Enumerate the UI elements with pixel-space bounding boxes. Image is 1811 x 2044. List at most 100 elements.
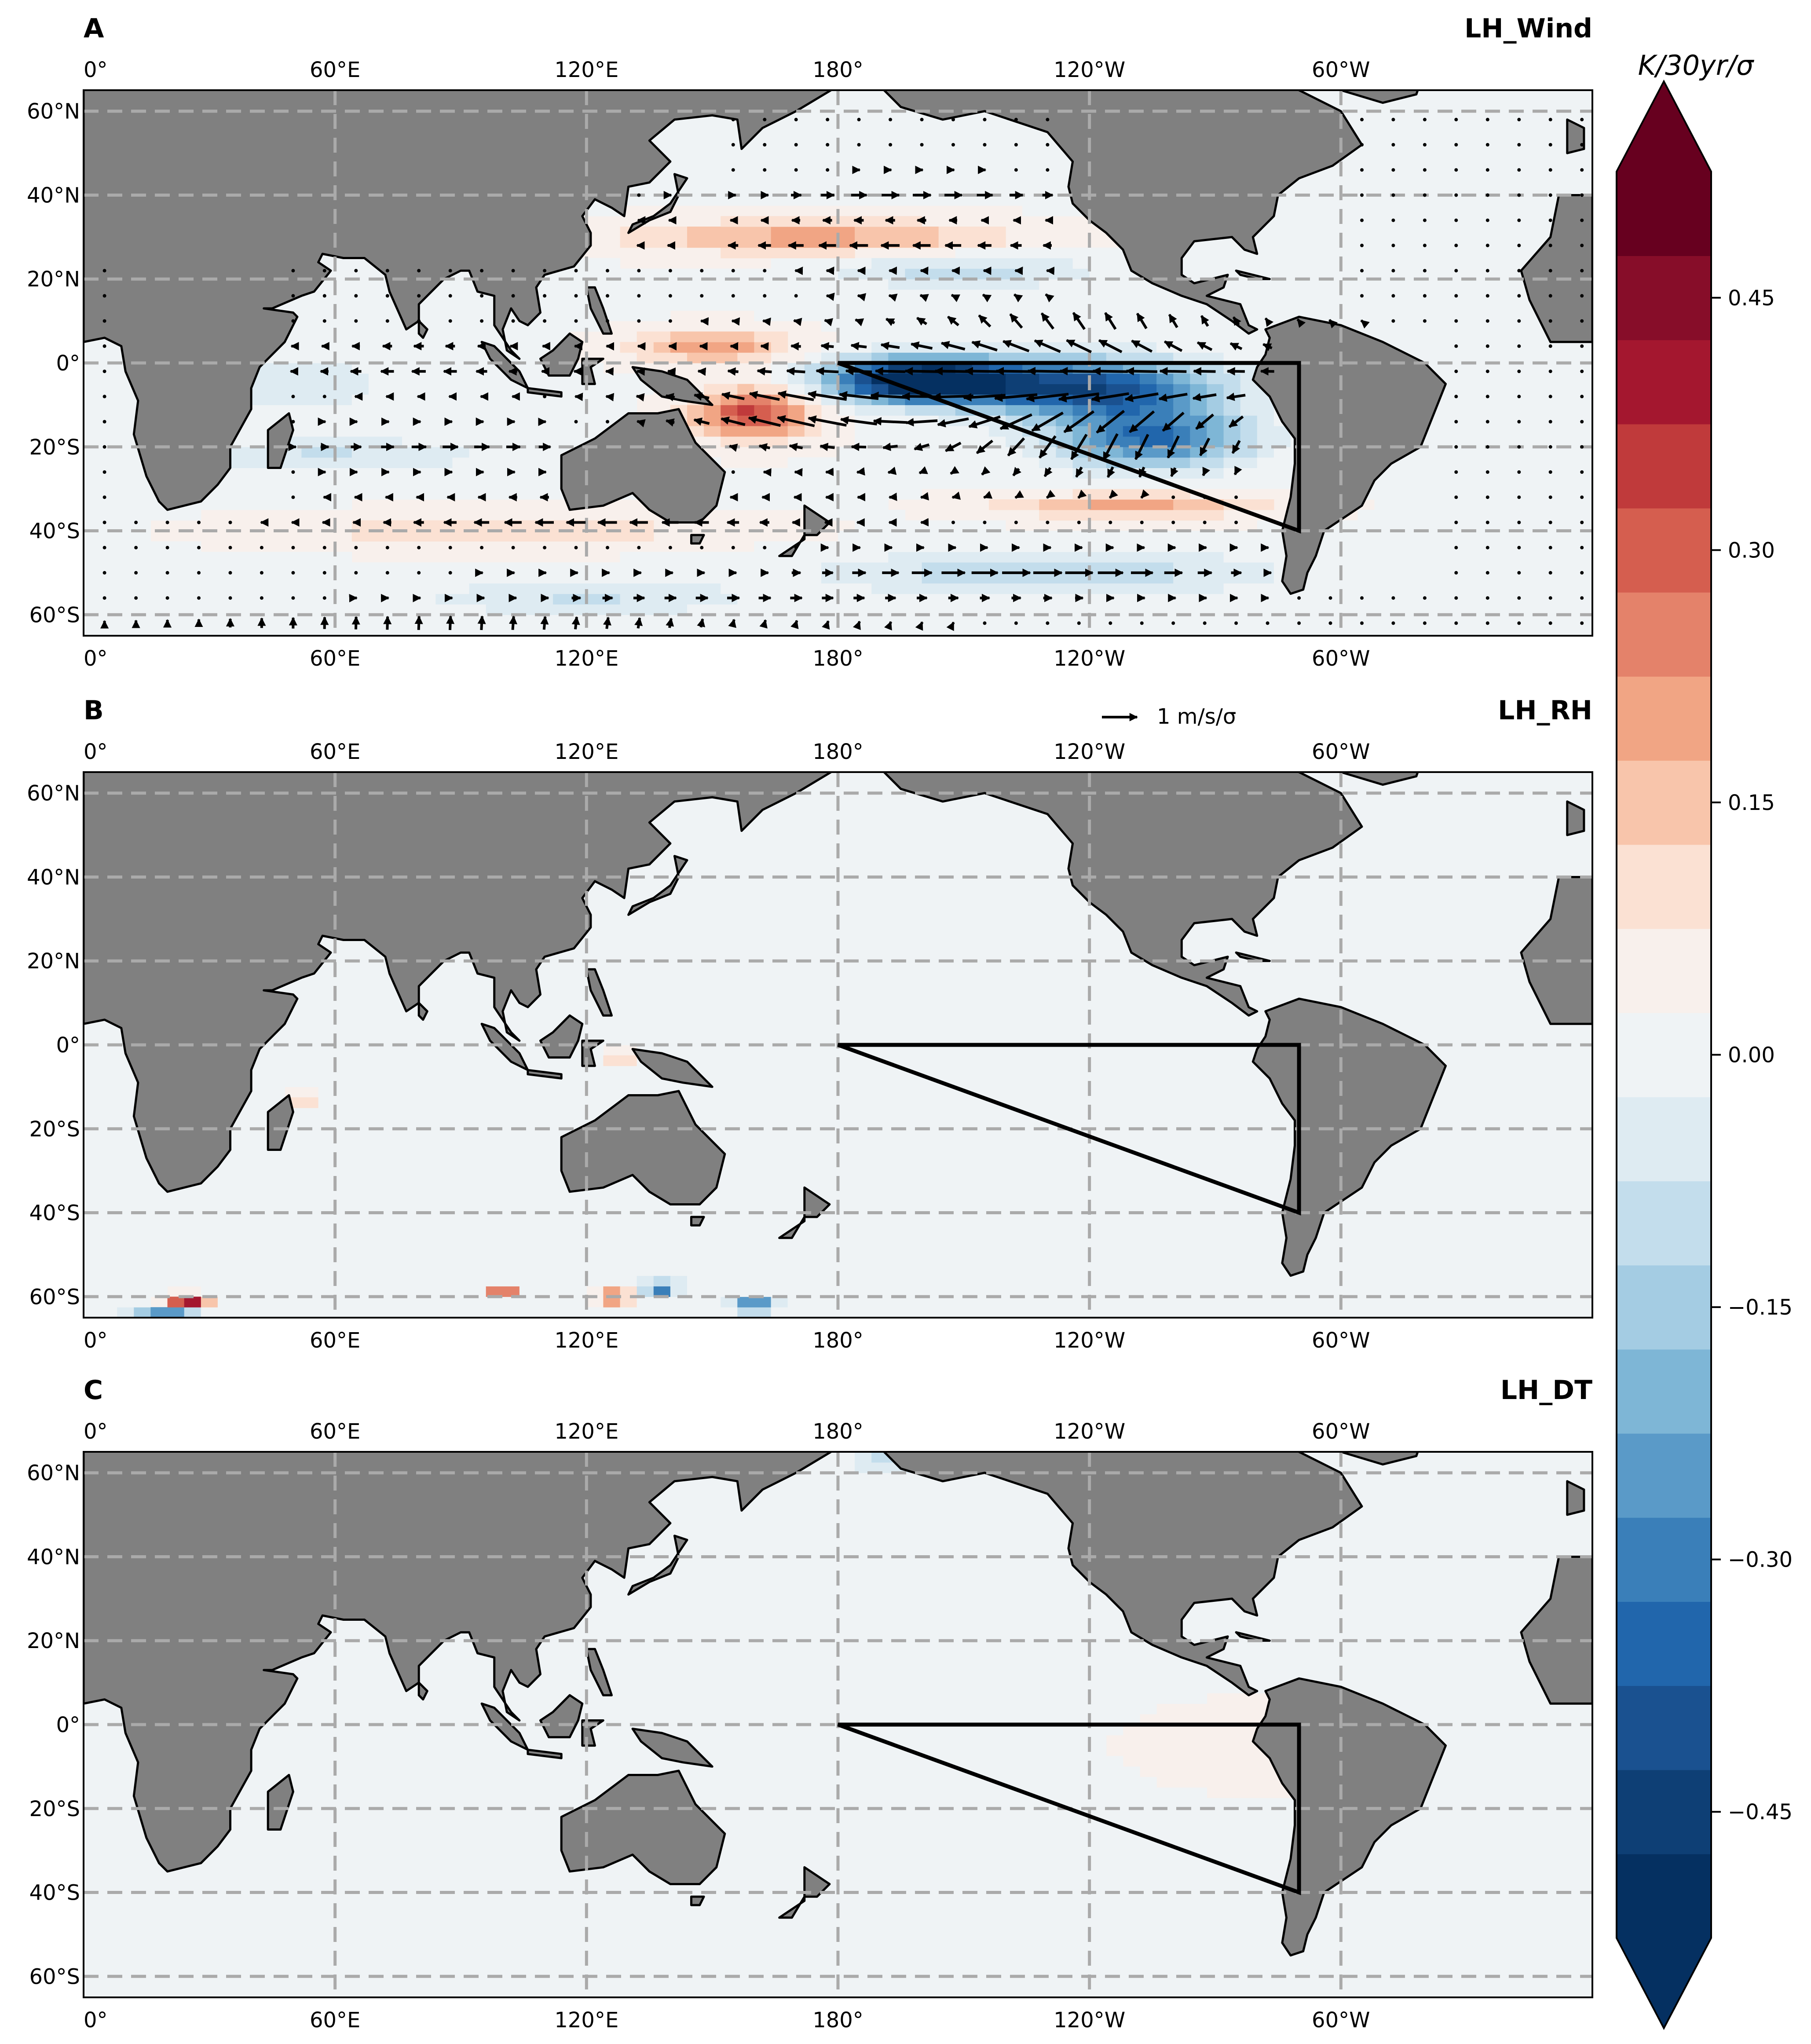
field-cell [84, 615, 101, 626]
field-cell [84, 373, 101, 385]
field-cell [855, 489, 872, 500]
field-cell [435, 436, 453, 447]
field-cell [335, 405, 352, 416]
field-cell [84, 552, 101, 563]
field-cell [301, 625, 319, 636]
field-cell [1357, 300, 1375, 311]
field-cell [1424, 572, 1442, 584]
field-cell [1525, 143, 1543, 154]
field-cell [1391, 121, 1409, 132]
field-cell [1559, 426, 1576, 437]
wind-vector [1233, 465, 1242, 476]
land-madagascar [267, 412, 294, 469]
field-cell [1341, 205, 1358, 216]
field-cell [922, 163, 939, 175]
field-cell [721, 583, 738, 594]
field-cell [1324, 195, 1341, 206]
field-cell [1508, 121, 1526, 132]
field-cell [838, 541, 855, 552]
field-cell [737, 394, 754, 405]
field-cell [1140, 457, 1157, 468]
field-cell [1123, 489, 1140, 500]
field-cell [1508, 489, 1526, 500]
field-cell [704, 121, 721, 132]
field-cell [721, 499, 738, 510]
field-cell [787, 227, 805, 238]
field-cell [1257, 499, 1274, 510]
field-cell [1173, 499, 1190, 510]
field-cell [1123, 531, 1140, 542]
field-cell [536, 405, 553, 416]
field-cell [1542, 625, 1559, 636]
field-cell [301, 415, 319, 426]
wind-vector [511, 294, 515, 298]
field-cell [637, 552, 654, 563]
field-cell [838, 279, 855, 290]
wind-vector [920, 143, 924, 147]
field-cell [1424, 541, 1442, 552]
field-cell [1223, 562, 1241, 573]
field-cell [1207, 478, 1224, 489]
wind-vector [1203, 520, 1207, 524]
field-cell [1391, 468, 1409, 479]
field-cell [1240, 258, 1258, 269]
field-cell [804, 289, 822, 300]
field-cell [1492, 583, 1509, 594]
field-cell [1424, 121, 1442, 132]
field-cell [603, 394, 621, 405]
field-cell [955, 562, 973, 573]
wind-vector [763, 117, 767, 121]
field-cell [955, 331, 973, 342]
wind-vector [1548, 395, 1552, 399]
field-cell [1458, 342, 1475, 353]
field-cell [1072, 331, 1090, 342]
field-cell [804, 111, 822, 122]
wind-vector [951, 143, 955, 147]
wind-vector [511, 269, 515, 273]
field-cell [871, 615, 889, 626]
field-cell [1022, 153, 1039, 164]
field-cell [1508, 153, 1526, 164]
field-cell [318, 615, 336, 626]
field-cell [1006, 405, 1023, 416]
field-cell [1492, 531, 1509, 542]
field-cell [1273, 279, 1291, 290]
field-cell [1123, 279, 1140, 290]
field-cell [351, 468, 369, 479]
field-cell [922, 258, 939, 269]
wind-vector [1162, 411, 1185, 432]
field-cell [1575, 593, 1592, 604]
field-cell [1492, 163, 1509, 175]
field-cell [905, 331, 922, 342]
field-cell [737, 289, 754, 300]
field-cell [1223, 593, 1241, 604]
field-cell [134, 572, 151, 584]
field-cell [1408, 184, 1425, 195]
field-cell [771, 489, 788, 500]
field-cell [1492, 489, 1509, 500]
field-cell [1525, 121, 1543, 132]
field-cell [1475, 237, 1492, 248]
field-cell [1374, 509, 1392, 521]
field-cell [167, 562, 185, 573]
field-cell [301, 394, 319, 405]
field-cell [351, 593, 369, 604]
wind-vector [1485, 243, 1489, 247]
wind-vector [1131, 339, 1153, 353]
field-cell [553, 279, 570, 290]
field-cell [285, 499, 302, 510]
field-cell [1291, 237, 1308, 248]
wind-vector [1391, 117, 1395, 121]
field-cell [1441, 499, 1459, 510]
field-cell [1173, 384, 1190, 395]
field-cell [972, 279, 989, 290]
field-cell [871, 552, 889, 563]
field-cell [704, 405, 721, 416]
field-cell [385, 583, 402, 594]
field-cell [1240, 447, 1258, 458]
field-cell [1408, 289, 1425, 300]
field-cell [1022, 163, 1039, 175]
field-cell [318, 552, 336, 563]
field-cell [100, 489, 117, 500]
field-cell [1391, 541, 1409, 552]
